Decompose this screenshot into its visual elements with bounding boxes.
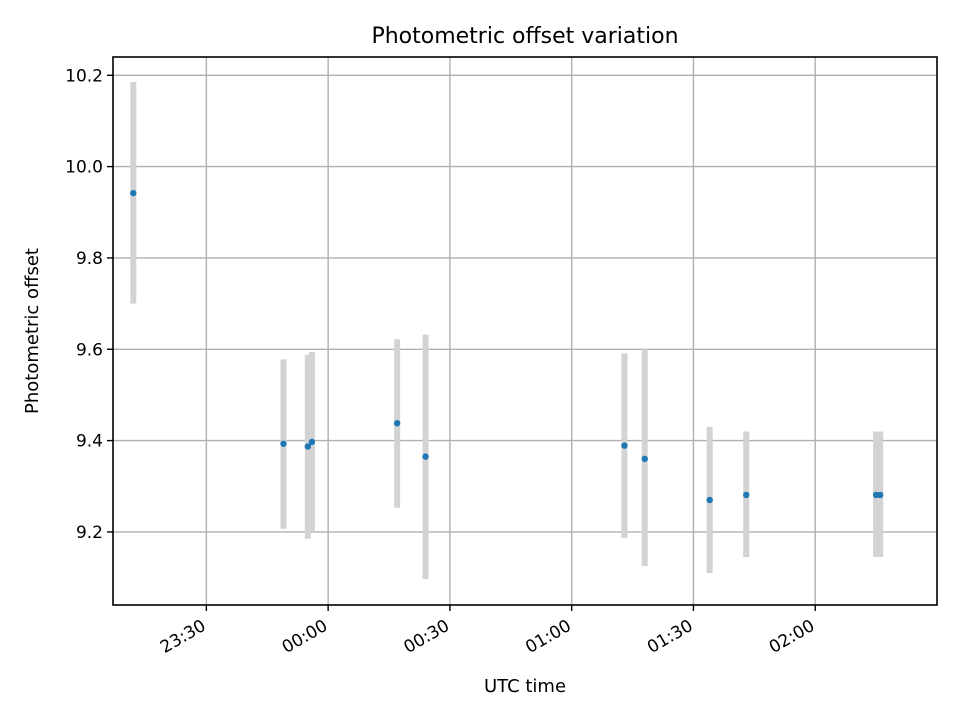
y-axis: 9.2 9.4 9.6 9.8 10.0 10.2 xyxy=(65,66,113,543)
y-tick-label: 10.2 xyxy=(65,66,103,86)
y-tick-label: 9.2 xyxy=(76,523,103,543)
data-point xyxy=(280,440,287,447)
y-tick-label: 9.4 xyxy=(76,432,103,452)
plot-frame xyxy=(112,56,938,606)
x-tick-label: 02:00 xyxy=(766,616,818,658)
data-point xyxy=(393,420,401,427)
x-tick-label: 00:00 xyxy=(279,616,331,658)
x-tick-label: 23:30 xyxy=(157,616,209,658)
data-point xyxy=(621,442,628,449)
data-point xyxy=(130,189,137,197)
x-tick-label: 01:00 xyxy=(522,616,574,658)
data-point xyxy=(308,438,316,446)
y-tick-label: 9.6 xyxy=(76,340,103,360)
x-axis: 23:30 00:00 00:30 01:00 01:30 02:00 xyxy=(157,605,818,658)
data-points xyxy=(130,189,884,504)
x-tick-label: 00:30 xyxy=(401,616,453,658)
grid xyxy=(113,57,937,605)
y-axis-label: Photometric offset xyxy=(22,248,43,414)
x-tick-label: 01:30 xyxy=(644,616,696,658)
chart-title: Photometric offset variation xyxy=(371,24,678,49)
y-tick-label: 9.8 xyxy=(76,249,103,269)
y-tick-label: 10.0 xyxy=(65,158,103,178)
data-point xyxy=(706,496,713,504)
data-point xyxy=(304,443,312,450)
x-axis-label: UTC time xyxy=(484,676,566,697)
data-point xyxy=(422,453,429,460)
data-point xyxy=(876,491,884,499)
data-point xyxy=(641,455,648,463)
error-bars xyxy=(130,82,884,579)
data-point xyxy=(743,491,750,499)
